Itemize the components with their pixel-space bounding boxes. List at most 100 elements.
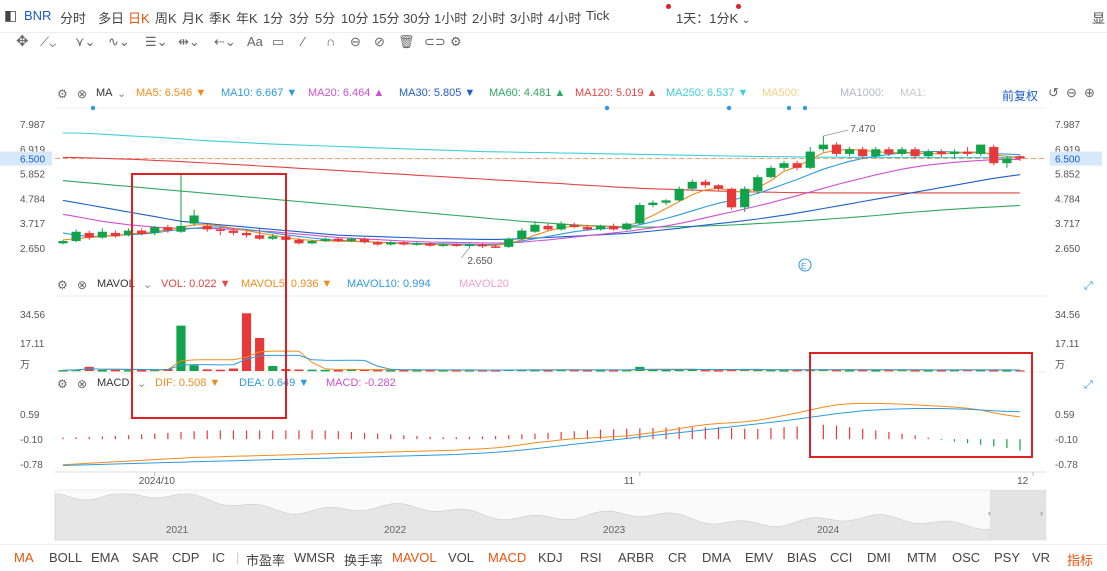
volume-bar [962,369,973,372]
indicator-10[interactable]: VOL [448,550,475,565]
legend-item-6[interactable]: MA250: 6.537 ▼ [666,87,749,99]
indicator-11[interactable]: MACD [488,550,527,565]
period-tab-15[interactable]: 3小时 [510,11,544,26]
period-tab-8[interactable]: 3分 [289,11,310,26]
indicator-1[interactable]: BOLL [49,550,83,565]
range-select[interactable]: 1天：1分K ⌄ [676,11,751,26]
adjust-mode-button[interactable]: 前复权 [1002,89,1039,103]
legend-item-2[interactable]: MACD: -0.282 [326,377,396,389]
pen-tool-icon[interactable]: ∕ [302,34,305,49]
zoom-in-icon[interactable]: ⊕ [1084,85,1095,100]
legend-item-8[interactable]: MA1000: [840,87,885,99]
indicator-8[interactable]: 换手率 [344,553,384,568]
legend-item-7[interactable]: MA500: [762,87,800,99]
toggle-icon[interactable]: ⊂⊃ [424,34,446,49]
legend-item-3[interactable]: MAVOL20 [459,278,509,290]
indicator-24[interactable]: VR [1032,550,1051,565]
vol-chevron-down-icon[interactable]: ⌄ [143,279,153,291]
indicator-0[interactable]: MA [14,550,34,565]
indicator-21[interactable]: MTM [907,550,937,565]
indicator-7[interactable]: WMSR [294,550,336,565]
indicator-25[interactable]: 指标 [1067,553,1094,568]
vol-settings-gear-icon[interactable]: ⚙ [57,278,68,292]
settings-gear-icon[interactable]: ⚙ [450,34,462,49]
text-tool-icon[interactable]: Aa [247,34,263,49]
indicator-23[interactable]: PSY [994,550,1021,565]
period-tab-16[interactable]: 4小时 [548,11,582,26]
legend-item-0[interactable]: MA5: 6.546 ▼ [136,87,207,99]
magnet-icon[interactable]: ∩ [326,34,336,49]
line-tool-icon[interactable]: ⟋⌄ [40,34,57,49]
legend-item-9[interactable]: MA1: [900,87,926,99]
macd-close-icon[interactable]: ⊗ [77,377,88,391]
period-tab-1[interactable]: 多日 [98,11,125,26]
indicator-14[interactable]: ARBR [618,550,655,565]
trash-icon[interactable]: 🗑 [398,34,415,49]
indicator-20[interactable]: DMI [867,550,891,565]
indicator-16[interactable]: DMA [702,550,731,565]
legend-item-0[interactable]: VOL: 0.022 ▼ [161,278,231,290]
candle-body [58,241,68,244]
indicator-15[interactable]: CR [668,550,687,565]
period-tab-2[interactable]: 日K [128,11,150,26]
macd-indicator-name[interactable]: MACD [97,377,130,389]
fib-tool-icon[interactable]: ☰⌄ [145,34,168,49]
indicator-22[interactable]: OSC [952,550,981,565]
legend-item-1[interactable]: DEA: 0.649 ▼ [239,377,310,389]
macd-chevron-down-icon[interactable]: ⌄ [137,378,147,390]
ma-chevron-down-icon[interactable]: ⌄ [117,88,127,100]
legend-item-4[interactable]: MA60: 4.481 ▲ [489,87,566,99]
indicator-19[interactable]: CCI [830,550,853,565]
vol-close-icon[interactable]: ⊗ [77,278,88,292]
period-tab-0[interactable]: 分时 [60,11,87,26]
period-tab-10[interactable]: 10分 [341,11,369,26]
indicator-13[interactable]: RSI [580,550,602,565]
indicator-4[interactable]: CDP [172,550,200,565]
indicator-6[interactable]: 市盈率 [246,553,286,568]
crosshair-icon[interactable]: ✥ [16,33,29,50]
legend-item-1[interactable]: MA10: 6.667 ▼ [221,87,298,99]
undo-icon[interactable]: ↺ [1048,85,1059,100]
arrow-tool-icon[interactable]: ⇠⌄ [214,34,236,49]
ma-settings-gear-icon[interactable]: ⚙ [57,87,68,101]
period-tab-6[interactable]: 年K [236,11,258,26]
macd-settings-gear-icon[interactable]: ⚙ [57,377,68,391]
indicator-12[interactable]: KDJ [538,550,563,565]
period-tab-11[interactable]: 15分 [372,11,400,26]
comment-tool-icon[interactable]: ▭ [272,34,285,49]
indicator-9[interactable]: MAVOL [392,550,437,565]
sidebar-toggle-icon[interactable]: ◧ [4,7,18,23]
measure-tool-icon[interactable]: ⇹⌄ [178,34,200,49]
period-tab-17[interactable]: Tick [586,8,610,23]
wave-tool-icon[interactable]: ∿⌄ [108,34,130,49]
period-tab-7[interactable]: 1分 [263,11,284,26]
ma-indicator-name[interactable]: MA [96,87,113,99]
price-tick-left-6: 2.650 [20,244,45,255]
period-tab-9[interactable]: 5分 [315,11,336,26]
polyline-tool-icon[interactable]: ⋎⌄ [75,34,96,49]
period-tab-4[interactable]: 月K [182,11,204,26]
legend-item-0[interactable]: DIF: 0.508 ▼ [155,377,221,389]
more-label[interactable]: 显 [1092,11,1106,26]
legend-item-2[interactable]: MA20: 6.464 ▲ [308,87,385,99]
symbol-label[interactable]: BNR [24,8,52,23]
period-tab-12[interactable]: 30分 [403,11,431,26]
indicator-5[interactable]: IC [212,550,225,565]
legend-item-5[interactable]: MA120: 5.019 ▲ [575,87,658,99]
legend-item-3[interactable]: MA30: 5.805 ▼ [399,87,476,99]
indicator-17[interactable]: EMV [745,550,774,565]
lock-drawing-icon[interactable]: ⊖ [350,34,361,49]
vol-indicator-name[interactable]: MAVOL [97,278,135,290]
indicator-18[interactable]: BIAS [787,550,817,565]
ma-close-icon[interactable]: ⊗ [77,87,88,101]
indicator-2[interactable]: EMA [91,550,120,565]
legend-item-2[interactable]: MAVOL10: 0.994 [347,278,431,290]
period-tab-13[interactable]: 1小时 [434,11,468,26]
period-tab-3[interactable]: 周K [155,11,177,26]
period-tab-14[interactable]: 2小时 [472,11,506,26]
hide-drawing-icon[interactable]: ⊘ [374,34,385,49]
chart-canvas[interactable]: 7.9876.9196.5006.5005.8524.7843.7172.650… [0,0,1107,544]
indicator-3[interactable]: SAR [132,550,159,565]
period-tab-5[interactable]: 季K [209,11,231,26]
zoom-out-icon[interactable]: ⊖ [1066,85,1077,100]
